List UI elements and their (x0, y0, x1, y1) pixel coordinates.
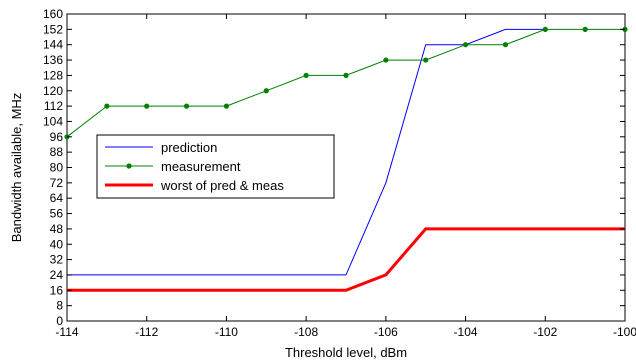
data-point (263, 88, 269, 94)
y-tick-label: 16 (50, 283, 64, 297)
data-point (542, 26, 548, 32)
series-line-2 (67, 227, 625, 292)
legend-label-2: worst of pred & meas (160, 178, 284, 193)
data-point (582, 26, 588, 32)
y-tick-label: 128 (43, 68, 63, 82)
legend-label-1: measurement (161, 159, 241, 174)
legend-marker (126, 163, 132, 169)
ticks-layer: -114 -112 -110 -108 -106 -104 -102 -100 08 162432… (43, 7, 636, 339)
y-tick-label: 72 (50, 176, 64, 190)
x-tick-label: -104 (454, 325, 478, 339)
y-tick-label: 56 (50, 207, 64, 221)
data-point (343, 72, 349, 78)
x-tick-label: -112 (135, 325, 158, 339)
y-axis-label: Bandwidth available, MHz (9, 93, 24, 243)
x-tick-label: -114 (55, 325, 78, 339)
y-tick-label: 136 (43, 53, 63, 67)
y-tick-label: 104 (43, 114, 63, 128)
y-tick-label: 0 (56, 314, 63, 328)
data-point (502, 42, 509, 48)
data-point (303, 72, 309, 78)
x-tick-label: -108 (294, 325, 318, 339)
y-tick-label: 48 (50, 222, 64, 236)
data-point (383, 57, 389, 63)
y-tick-label: 24 (50, 268, 64, 282)
y-tick-label: 40 (50, 237, 64, 251)
data-point (223, 103, 230, 109)
legend-label-0: prediction (161, 140, 217, 155)
data-point (423, 57, 429, 63)
data-point (183, 103, 190, 109)
data-point (144, 103, 150, 109)
y-tick-label: 160 (43, 7, 63, 21)
data-point (462, 42, 469, 48)
x-tick-label: -110 (215, 325, 238, 339)
y-tick-label: 32 (50, 253, 64, 267)
y-tick-label: 96 (50, 130, 64, 144)
data-point (104, 103, 110, 109)
series-layer (64, 26, 628, 292)
x-tick-label: -106 (374, 325, 398, 339)
x-axis-label: Threshold level, dBm (285, 345, 407, 360)
y-tick-label: 120 (43, 84, 63, 98)
y-tick-label: 112 (44, 99, 63, 113)
y-tick-label: 8 (56, 299, 63, 313)
y-tick-label: 144 (43, 38, 63, 52)
y-tick-label: 64 (50, 191, 64, 205)
legend: prediction measurement worst of pred & mea… (96, 134, 335, 199)
x-tick-label: -102 (533, 325, 557, 339)
x-tick-label: -100 (613, 325, 636, 339)
y-tick-label: 88 (50, 145, 64, 159)
y-tick-label: 152 (43, 22, 63, 36)
series-line-0 (67, 28, 546, 276)
y-tick-label: 80 (50, 161, 64, 175)
